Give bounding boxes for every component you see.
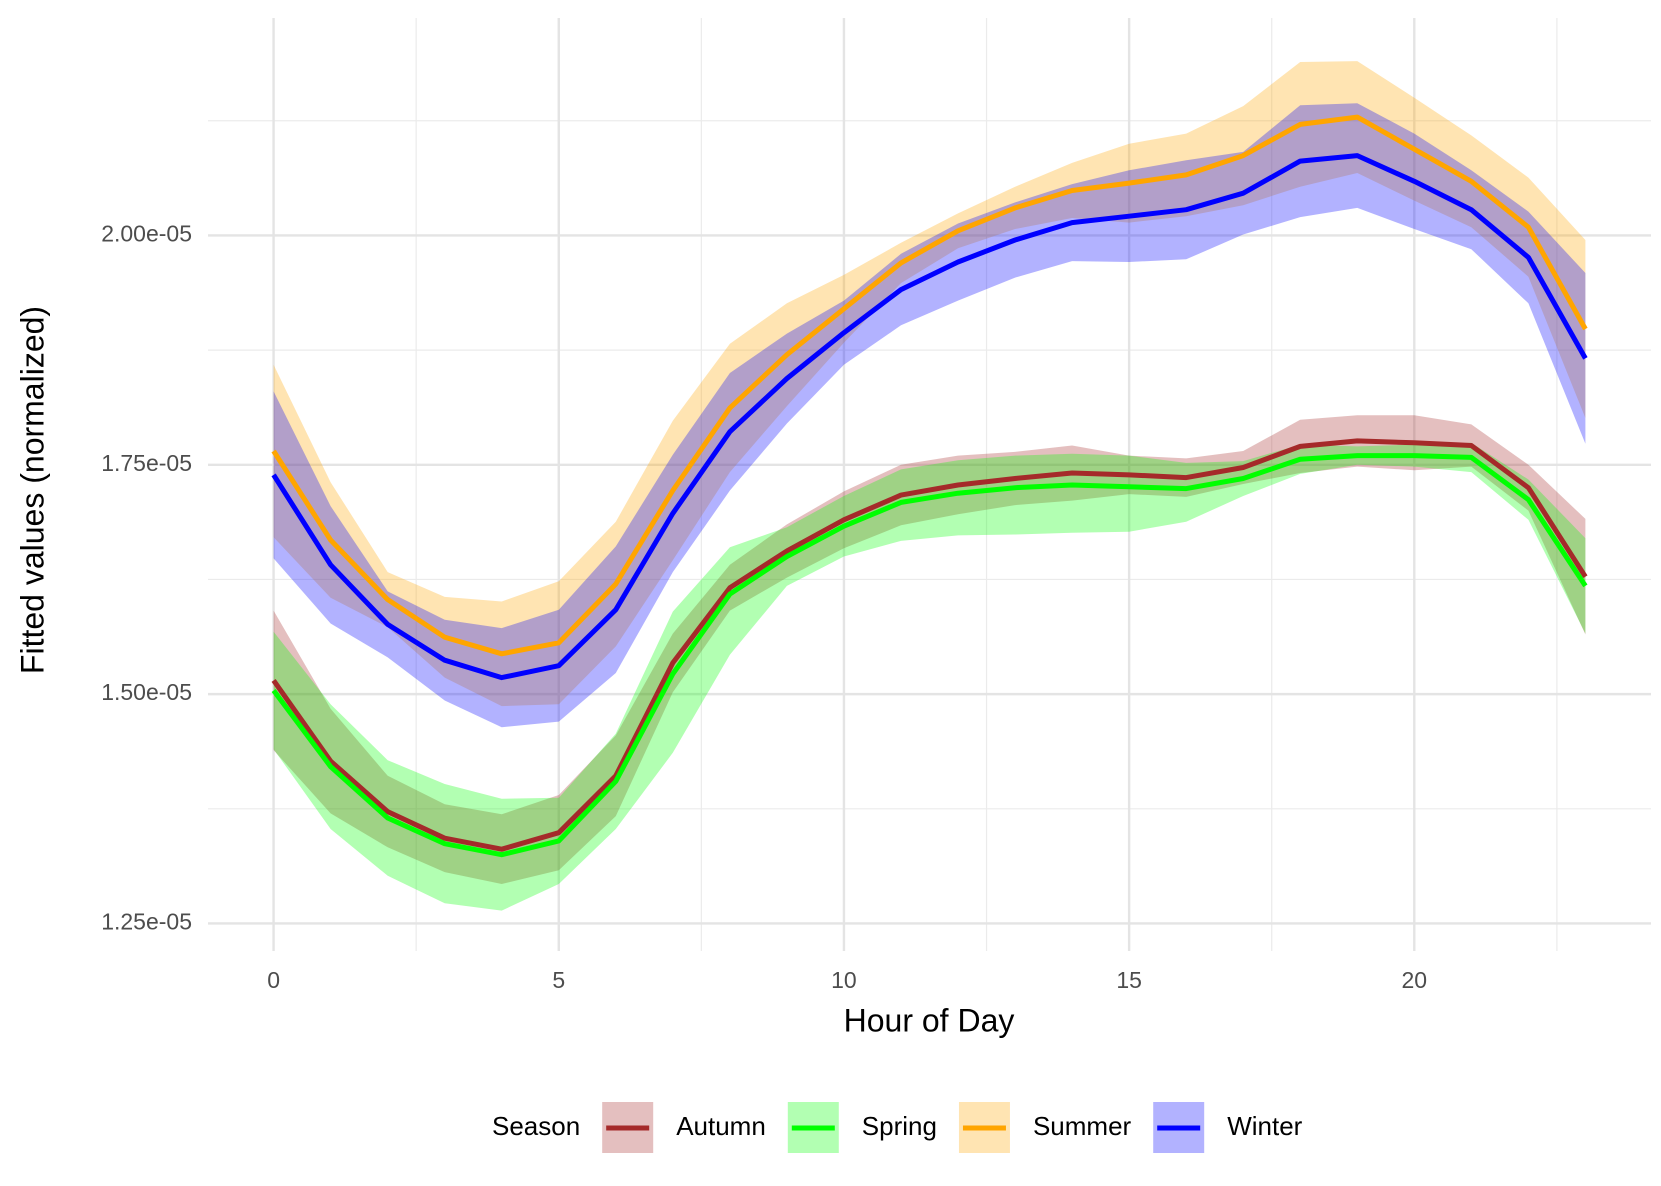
y-tick-label: 1.75e-05: [101, 450, 192, 476]
x-tick-label: 10: [831, 967, 857, 993]
x-tick-label: 5: [552, 967, 565, 993]
x-tick-label: 20: [1402, 967, 1428, 993]
series-line: [271, 153, 1588, 681]
x-tick-label: 15: [1116, 967, 1142, 993]
legend-label: Winter: [1227, 1111, 1302, 1141]
y-tick-label: 2.00e-05: [101, 221, 192, 247]
legend-label: Summer: [1033, 1111, 1132, 1141]
series-line: [271, 114, 1588, 657]
lines: [271, 114, 1588, 858]
legend-label: Autumn: [676, 1111, 766, 1141]
legend-label: Spring: [862, 1111, 937, 1141]
legend-title: Season: [492, 1111, 580, 1141]
y-tick-label: 1.25e-05: [101, 909, 192, 935]
series-line: [271, 438, 1588, 852]
confidence-band: [273, 103, 1586, 728]
y-axis-title: Fitted values (normalized): [14, 306, 50, 674]
bands: [273, 61, 1586, 911]
legend: Season Autumn Spring Summer Winter: [492, 1102, 1303, 1153]
y-tick-label: 1.50e-05: [101, 679, 192, 705]
confidence-band: [273, 61, 1586, 707]
confidence-band: [273, 415, 1586, 884]
x-axis-title: Hour of Day: [844, 1002, 1015, 1038]
series-line: [271, 453, 1588, 858]
labels: 0 5 10 15 20 1.25e-05 1.50e-05 1.75e-05 2.00e-05: [101, 221, 1427, 994]
x-tick-label: 0: [267, 967, 280, 993]
